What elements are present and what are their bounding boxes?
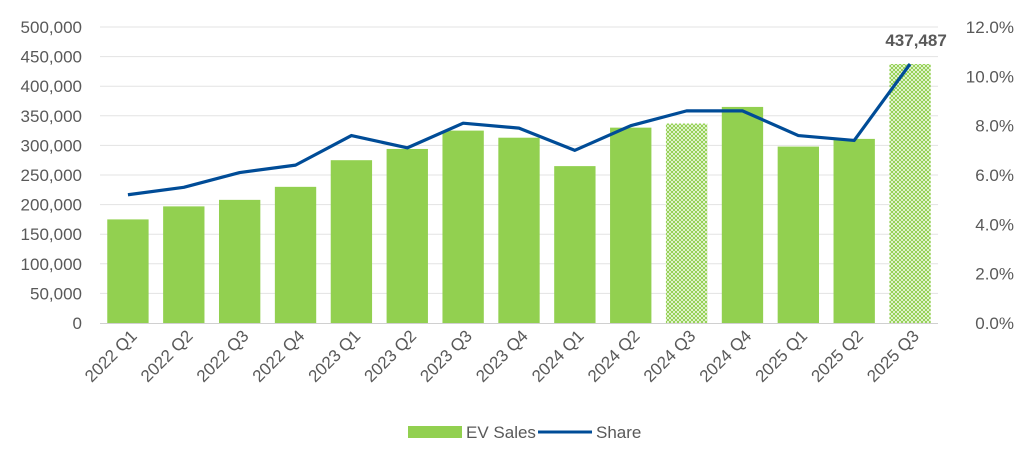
x-tick-label: 2024 Q1: [528, 326, 588, 386]
bar-2025-q1: [777, 146, 820, 323]
bar-2022-q4: [274, 186, 317, 323]
y-left-tick-label: 200,000: [21, 196, 82, 215]
y-left-tick-label: 50,000: [30, 284, 82, 303]
x-tick-label: 2024 Q3: [640, 326, 700, 386]
x-tick-label: 2022 Q1: [81, 326, 141, 386]
bar-2023-q3: [442, 130, 484, 323]
y-left-tick-label: 0: [73, 314, 82, 333]
y-right-tick-label: 12.0%: [966, 18, 1014, 37]
x-tick-label: 2025 Q2: [807, 326, 867, 386]
bar-2023-q1: [330, 160, 373, 323]
x-tick-label: 2023 Q3: [416, 326, 476, 386]
bars: [107, 64, 931, 324]
y-right-tick-label: 2.0%: [975, 265, 1014, 284]
y-left-tick-label: 500,000: [21, 18, 82, 37]
y-left-tick-label: 350,000: [21, 107, 82, 126]
y-left-tick-label: 400,000: [21, 77, 82, 96]
data-label-2025-q3: 437,487: [885, 31, 946, 50]
y-right-tick-label: 6.0%: [975, 166, 1014, 185]
y-right-ticks: 0.0% 2.0% 4.0% 6.0% 8.0% 10.0% 12.0%: [966, 18, 1014, 333]
y-right-tick-label: 4.0%: [975, 215, 1014, 234]
bar-2024-q3: [665, 123, 708, 323]
x-tick-label: 2023 Q4: [472, 326, 532, 386]
x-tick-label: 2022 Q4: [249, 326, 309, 386]
y-left-ticks: 0 50,000 100,000 150,000 200,000 250,000 300,0…: [21, 18, 82, 333]
bar-2022-q3: [218, 199, 261, 323]
bar-2025-q2: [833, 138, 875, 323]
x-tick-label: 2024 Q4: [696, 326, 756, 386]
x-tick-label: 2025 Q3: [863, 326, 923, 386]
y-left-tick-label: 150,000: [21, 225, 82, 244]
y-right-tick-label: 10.0%: [966, 67, 1014, 86]
x-tick-label: 2023 Q1: [305, 326, 365, 386]
y-left-tick-label: 300,000: [21, 136, 82, 155]
bar-2024-q1: [554, 166, 596, 323]
bar-2022-q1: [107, 219, 149, 323]
y-left-tick-label: 100,000: [21, 255, 82, 274]
legend-label-ev-sales: EV Sales: [466, 423, 536, 442]
y-left-tick-label: 250,000: [21, 166, 82, 185]
legend-label-share: Share: [596, 423, 641, 442]
bar-2024-q2: [610, 127, 652, 323]
legend: EV Sales Share: [408, 423, 641, 442]
x-tick-label: 2023 Q2: [361, 326, 421, 386]
share-line: [127, 63, 912, 197]
bar-2024-q4: [721, 106, 764, 323]
annotation: 437,487: [885, 31, 946, 50]
bar-2025-q3: [889, 64, 931, 324]
y-left-tick-label: 450,000: [21, 48, 82, 67]
y-right-tick-label: 8.0%: [975, 117, 1014, 136]
x-tick-label: 2024 Q2: [584, 326, 644, 386]
bar-2023-q4: [498, 137, 540, 323]
legend-swatch-ev-sales: [408, 426, 462, 438]
bar-2023-q2: [386, 148, 428, 323]
y-right-tick-label: 0.0%: [975, 314, 1014, 333]
bar-2022-q2: [163, 206, 205, 323]
x-tick-label: 2022 Q2: [137, 326, 197, 386]
x-tick-label: 2025 Q1: [752, 326, 812, 386]
x-tick-label: 2022 Q3: [193, 326, 253, 386]
